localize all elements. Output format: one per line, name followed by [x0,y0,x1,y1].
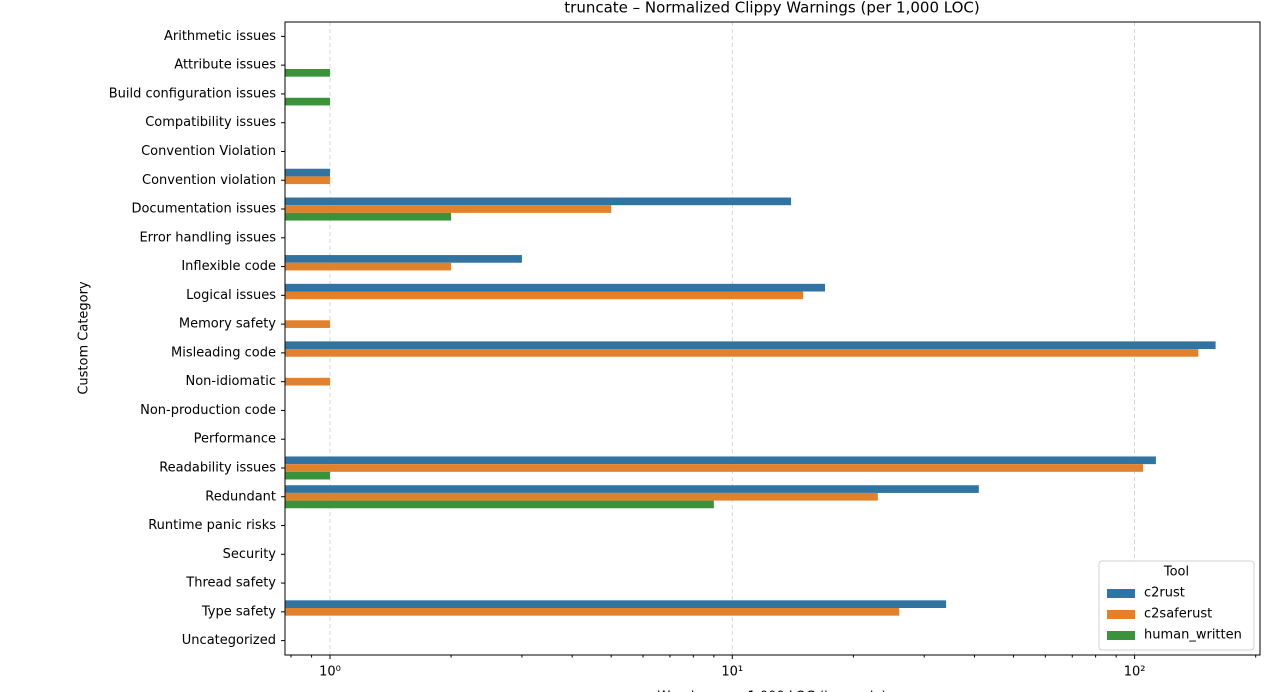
y-tick-label: Convention Violation [141,144,276,159]
legend-swatch [1107,589,1135,598]
bar [285,283,825,292]
y-axis-label: Custom Category [77,281,92,395]
plot-frame [284,21,1261,656]
y-tick-label: Thread safety [185,576,276,591]
legend-label: human_written [1144,628,1242,643]
y-tick-label: Type safety [201,604,276,619]
bar [285,262,452,271]
legend-label: c2rust [1144,586,1185,601]
bar [285,349,1199,357]
legend-swatch [1107,631,1135,640]
chart-title: truncate – Normalized Clippy Warnings (p… [564,0,979,17]
bar [285,471,330,480]
bar [285,341,1216,350]
bar [285,500,714,509]
bar [285,464,1144,472]
legend-swatch [1107,610,1135,619]
y-tick-label: Non-idiomatic [185,374,276,389]
y-tick-label: Inflexible code [181,259,276,274]
bar [285,205,612,213]
y-tick-label: Runtime panic risks [148,518,276,533]
y-tick-label: Readability issues [159,460,276,475]
y-tick-label: Documentation issues [131,202,276,217]
x-tick-label: 10¹ [721,665,743,680]
bar [285,97,330,106]
bar [285,608,900,616]
y-tick-label: Non-production code [140,403,276,418]
y-tick-label: Performance [194,432,276,447]
bar [285,197,792,206]
bar [285,320,330,328]
legend-box [1098,560,1255,651]
x-axis-label: Warnings per 1,000 LOC (log scale) [657,690,886,692]
y-tick-label: Attribute issues [174,58,276,73]
bar [285,291,804,300]
x-tick-label: 10² [1124,665,1146,680]
y-tick-label: Misleading code [171,345,276,360]
y-tick-label: Logical issues [186,288,276,303]
bar [285,600,947,609]
bar [285,168,330,177]
bar [285,176,330,185]
bar [285,492,878,501]
y-tick-label: Build configuration issues [109,86,277,101]
y-tick-label: Memory safety [179,317,276,332]
bar [285,212,452,221]
y-tick-label: Security [223,547,277,562]
y-tick-label: Redundant [205,489,276,504]
bar [285,255,522,263]
y-tick-label: Error handling issues [139,230,276,245]
bar [285,456,1156,465]
legend-label: c2saferust [1144,607,1212,622]
bar [285,68,330,77]
y-tick-label: Convention violation [142,173,276,188]
legend-title: Tool [1163,565,1189,580]
y-tick-label: Compatibility issues [145,115,276,130]
x-tick-label: 10⁰ [319,665,341,680]
y-tick-label: Arithmetic issues [164,29,276,44]
bar [285,485,979,493]
y-tick-label: Uncategorized [182,633,276,648]
bar [285,377,330,386]
